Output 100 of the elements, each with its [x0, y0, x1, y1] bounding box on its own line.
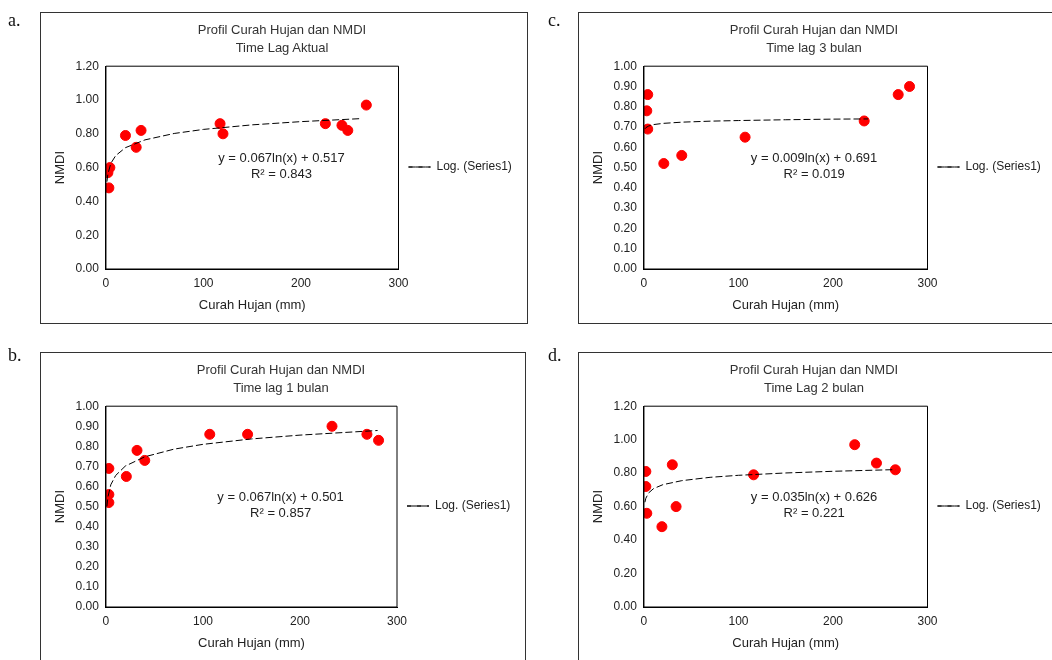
point	[119, 129, 131, 141]
point	[360, 99, 372, 111]
point	[373, 434, 385, 446]
y-tick-label: 0.10	[75, 579, 100, 594]
y-tick-label: 0.00	[613, 261, 638, 276]
y-tick-label: 1.00	[613, 431, 638, 446]
text: c.	[548, 10, 561, 31]
y-tick-label: 0.80	[75, 438, 100, 453]
y-axis-title: NMDI	[590, 150, 606, 185]
x-tick-label: 100	[728, 275, 749, 290]
point	[658, 158, 670, 170]
y-tick-label: 0.00	[613, 599, 638, 614]
text: b.	[8, 345, 22, 366]
annotation: R² = 0.019	[783, 165, 845, 181]
y-tick-label: 1.20	[613, 398, 638, 413]
point	[242, 428, 254, 440]
y-axis-title: NMDI	[590, 489, 606, 524]
point	[643, 507, 653, 519]
y-tick-label: 0.10	[613, 241, 638, 256]
point	[676, 149, 688, 161]
y-tick-label: 0.30	[613, 200, 638, 215]
y-tick-label: 0.90	[75, 418, 100, 433]
point	[849, 439, 861, 451]
point	[739, 131, 751, 143]
chart-subtitle: Time Lag Aktual	[235, 39, 329, 55]
y-tick-label: 0.80	[613, 99, 638, 114]
x-tick-label: 200	[822, 613, 844, 628]
x-tick-label: 100	[728, 613, 749, 628]
point	[643, 105, 653, 117]
y-tick-label: 0.50	[613, 159, 638, 174]
y-tick-label: 0.00	[75, 261, 100, 276]
x-axis-title: Curah Hujan (mm)	[732, 296, 840, 312]
y-tick-label: 0.60	[75, 478, 100, 493]
chart-subtitle: Time lag 1 bulan	[233, 379, 329, 395]
chart-title: Profil Curah Hujan dan NMDI	[197, 22, 367, 38]
y-tick-label: 0.20	[75, 559, 100, 574]
annotation: y = 0.009ln(x) + 0.691	[750, 149, 878, 165]
x-tick-label: 200	[822, 275, 844, 290]
y-tick-label: 0.80	[75, 126, 100, 141]
y-axis-title: NMDI	[52, 489, 68, 524]
point	[217, 128, 229, 140]
chart-title: Profil Curah Hujan dan NMDI	[196, 362, 366, 378]
y-tick-label: 0.20	[613, 565, 638, 580]
x-axis-title: Curah Hujan (mm)	[198, 296, 306, 312]
legend-label: Log. (Series1)	[965, 498, 1041, 513]
x-tick-label: 0	[640, 613, 648, 628]
y-tick-label: 0.40	[613, 180, 638, 195]
x-tick-label: 100	[193, 275, 214, 290]
legend-label: Log. (Series1)	[965, 159, 1041, 174]
x-tick-label: 300	[386, 613, 408, 628]
chart-subtitle: Time lag 3 bulan	[766, 39, 862, 55]
chart-subtitle: Time Lag 2 bulan	[764, 379, 864, 395]
annotation: y = 0.035ln(x) + 0.626	[750, 488, 878, 504]
y-tick-label: 0.40	[613, 532, 638, 547]
y-tick-label: 1.00	[75, 92, 100, 107]
x-tick-label: 300	[388, 275, 409, 290]
y-tick-label: 0.70	[613, 119, 638, 134]
y-axis-title: NMDI	[52, 150, 68, 185]
y-tick-label: 0.50	[75, 498, 100, 513]
y-tick-label: 0.30	[75, 539, 100, 554]
point	[870, 457, 882, 469]
y-tick-label: 0.60	[613, 498, 638, 513]
x-tick-label: 100	[192, 613, 214, 628]
y-tick-label: 1.00	[613, 58, 638, 73]
y-tick-label: 0.60	[613, 139, 638, 154]
point	[656, 521, 668, 533]
y-tick-label: 0.40	[75, 518, 100, 533]
annotation: R² = 0.843	[250, 165, 313, 181]
x-tick-label: 0	[640, 275, 648, 290]
point	[130, 141, 142, 153]
point	[204, 428, 216, 440]
point	[319, 118, 331, 130]
x-tick-label: 0	[102, 275, 110, 290]
x-tick-label: 200	[290, 275, 312, 290]
point	[889, 464, 901, 476]
point	[904, 80, 916, 92]
text: a.	[8, 10, 21, 31]
point	[120, 470, 132, 482]
legend-label: Log. (Series1)	[436, 159, 512, 174]
chart-title: Profil Curah Hujan dan NMDI	[729, 22, 899, 38]
legend-label: Log. (Series1)	[435, 498, 511, 513]
point	[666, 459, 678, 471]
y-tick-label: 0.70	[75, 458, 100, 473]
x-axis-title: Curah Hujan (mm)	[732, 634, 840, 650]
annotation: y = 0.067ln(x) + 0.501	[217, 488, 344, 504]
x-tick-label: 200	[289, 613, 311, 628]
point	[892, 89, 904, 101]
point	[326, 420, 338, 432]
point	[105, 182, 115, 194]
annotation: R² = 0.221	[783, 504, 845, 520]
point	[135, 124, 147, 136]
y-tick-label: 0.40	[75, 193, 100, 208]
point	[748, 469, 760, 481]
y-tick-label: 1.20	[75, 58, 100, 73]
point	[643, 89, 654, 101]
x-axis-title: Curah Hujan (mm)	[198, 634, 305, 650]
text: d.	[548, 345, 562, 366]
x-tick-label: 0	[102, 613, 110, 628]
annotation: y = 0.067ln(x) + 0.517	[218, 149, 345, 165]
point	[214, 118, 226, 130]
